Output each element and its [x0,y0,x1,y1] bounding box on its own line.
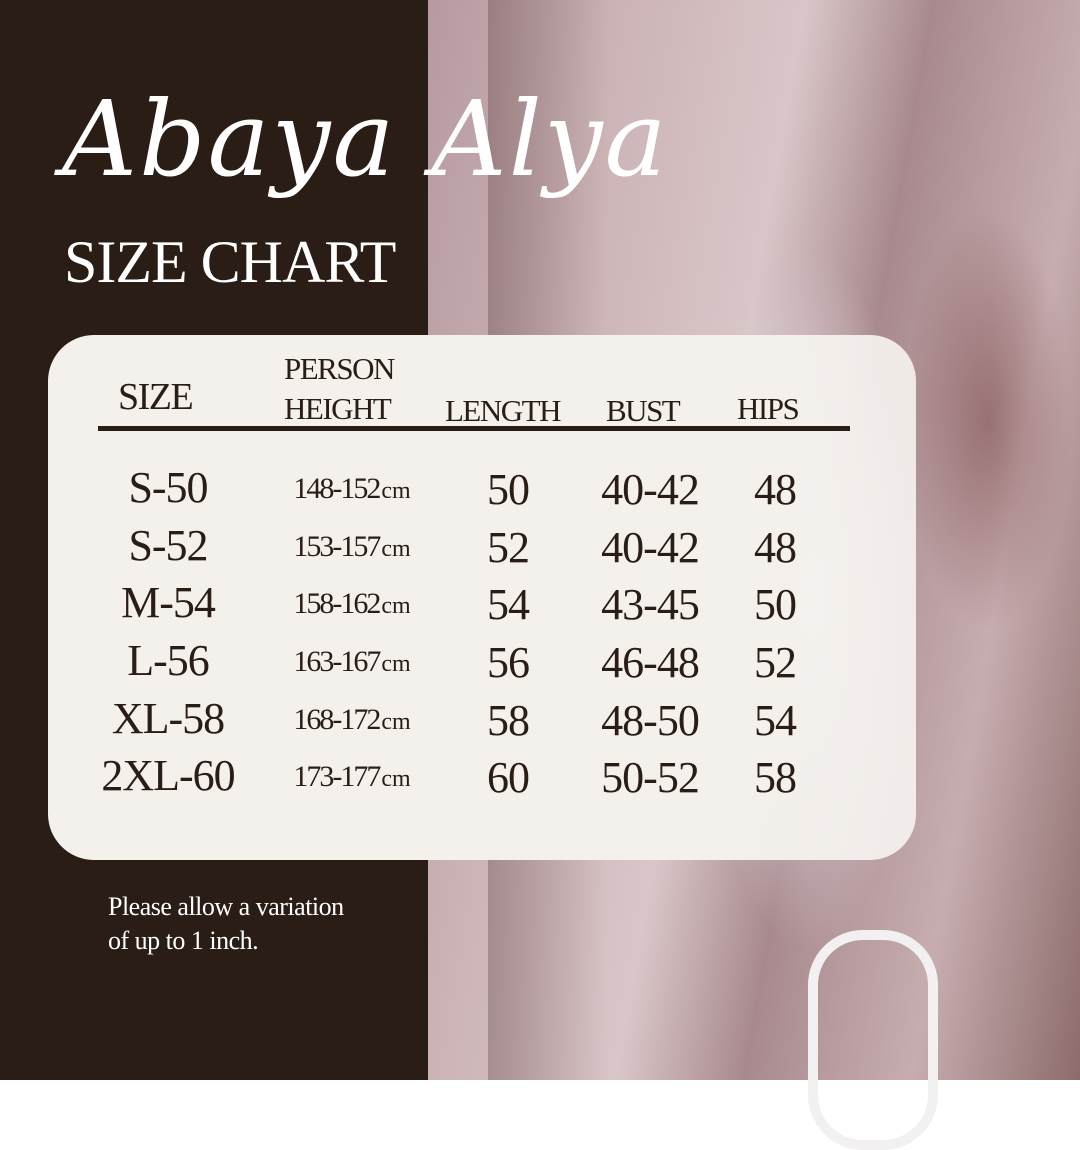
row-length: 58 [487,696,530,745]
height-unit: cm [381,709,411,735]
height-value: 168-172 [293,703,381,736]
height-value: 158-162 [293,587,381,620]
height-value: 153-157 [293,530,381,563]
row-bust: 43-45 [601,580,700,629]
height-unit: cm [381,766,411,792]
note-line-2: of up to 1 inch. [108,926,259,955]
row-length: 54 [487,580,530,629]
row-bust: 40-42 [601,465,700,514]
height-unit: cm [381,593,411,619]
row-size: L-56 [127,636,210,685]
row-bust: 46-48 [601,638,700,687]
variation-note: Please allow a variation of up to 1 inch… [108,890,344,958]
row-height: 148-152cm [293,472,410,506]
header-divider [98,426,850,431]
header-bust: BUST [606,393,681,428]
size-table-card [48,335,916,860]
row-size: XL-58 [111,694,225,743]
bag-handle [808,930,938,1150]
row-bust: 48-50 [601,696,700,745]
row-hips: 48 [754,523,797,572]
height-value: 163-167 [293,645,381,678]
row-height: 163-167cm [293,645,410,679]
row-length: 50 [487,465,530,514]
row-height: 173-177cm [293,760,410,794]
page-subtitle: SIZE CHART [64,229,396,295]
header-size: SIZE [118,376,194,418]
row-size: S-52 [128,521,208,570]
header-height-line1: PERSON [284,351,395,386]
height-unit: cm [381,478,411,504]
row-bust: 40-42 [601,523,700,572]
row-bust: 50-52 [601,753,700,802]
row-height: 158-162cm [293,587,410,621]
row-hips: 58 [754,753,797,802]
row-hips: 48 [754,465,797,514]
row-length: 60 [487,753,530,802]
row-hips: 52 [754,638,797,687]
height-value: 173-177 [293,760,381,793]
row-length: 56 [487,638,530,687]
row-length: 52 [487,523,530,572]
row-height: 153-157cm [293,530,410,564]
height-value: 148-152 [293,472,381,505]
row-size: S-50 [128,463,208,512]
row-hips: 54 [754,696,797,745]
height-unit: cm [381,651,411,677]
note-line-1: Please allow a variation [108,892,344,921]
header-hips: HIPS [737,391,800,426]
row-hips: 50 [754,580,797,629]
header-height-line2: HEIGHT [284,391,392,426]
row-height: 168-172cm [293,703,410,737]
brand-title: Abaya Alya [62,78,669,200]
header-length: LENGTH [445,393,561,428]
row-size: 2XL-60 [101,751,235,800]
height-unit: cm [381,536,411,562]
row-size: M-54 [121,578,216,627]
